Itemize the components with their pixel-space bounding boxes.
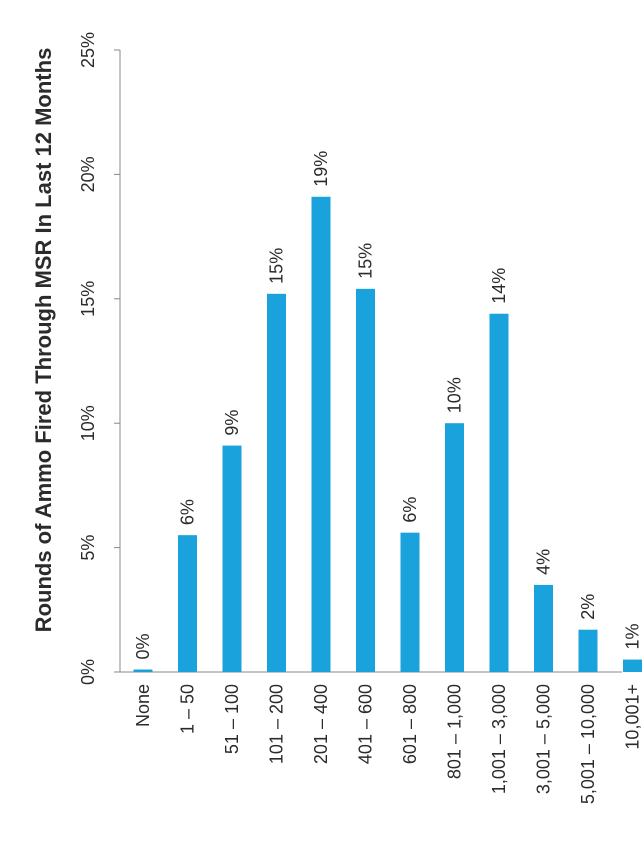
data-label: 6%: [400, 497, 420, 523]
data-label: 0%: [133, 633, 153, 659]
data-label: 9%: [222, 410, 242, 436]
value-axis-tick-label: 20%: [78, 156, 98, 192]
bar: [356, 288, 375, 672]
value-axis-tick-label: 5%: [78, 535, 98, 561]
value-axis-tick-label: 25%: [78, 32, 98, 68]
category-label: None: [133, 684, 153, 727]
category-label: 1 – 50: [178, 684, 198, 734]
bar: [623, 659, 642, 672]
data-label: 1%: [623, 624, 643, 650]
value-axis-tick-label: 15%: [78, 281, 98, 317]
data-label: 10%: [445, 377, 465, 413]
bar: [222, 445, 242, 672]
data-label: 19%: [311, 151, 331, 187]
bar: [445, 423, 464, 672]
bar: [400, 532, 420, 672]
category-label: 101 – 200: [267, 684, 287, 764]
bar: [267, 293, 286, 672]
category-label: 51 – 100: [222, 684, 242, 754]
bar: [489, 313, 509, 672]
category-label: 201 – 400: [311, 684, 331, 764]
data-label: 15%: [356, 243, 376, 279]
bar: [534, 584, 553, 672]
bar: [133, 669, 153, 672]
category-label: 3,001 – 5,000: [534, 684, 554, 794]
data-label: 2%: [578, 594, 598, 620]
category-label: 601 – 800: [400, 684, 420, 764]
category-label: 5,001 – 10,000: [578, 684, 598, 804]
data-label: 6%: [178, 499, 198, 525]
bar: [178, 535, 197, 672]
category-label: 401 – 600: [356, 684, 376, 764]
bar: [311, 196, 331, 673]
value-axis-tick-label: 0%: [78, 659, 98, 685]
data-label: 14%: [489, 268, 509, 304]
bar: [578, 629, 598, 672]
data-label: 4%: [534, 549, 554, 575]
chart-title: Rounds of Ammo Fired Through MSR In Last…: [31, 48, 56, 633]
value-axis-tick-label: 10%: [78, 405, 98, 441]
category-label: 10,001+: [623, 684, 643, 750]
category-label: 801 – 1,000: [445, 684, 465, 779]
data-label: 15%: [267, 248, 287, 284]
category-label: 1,001 – 3,000: [489, 684, 509, 794]
